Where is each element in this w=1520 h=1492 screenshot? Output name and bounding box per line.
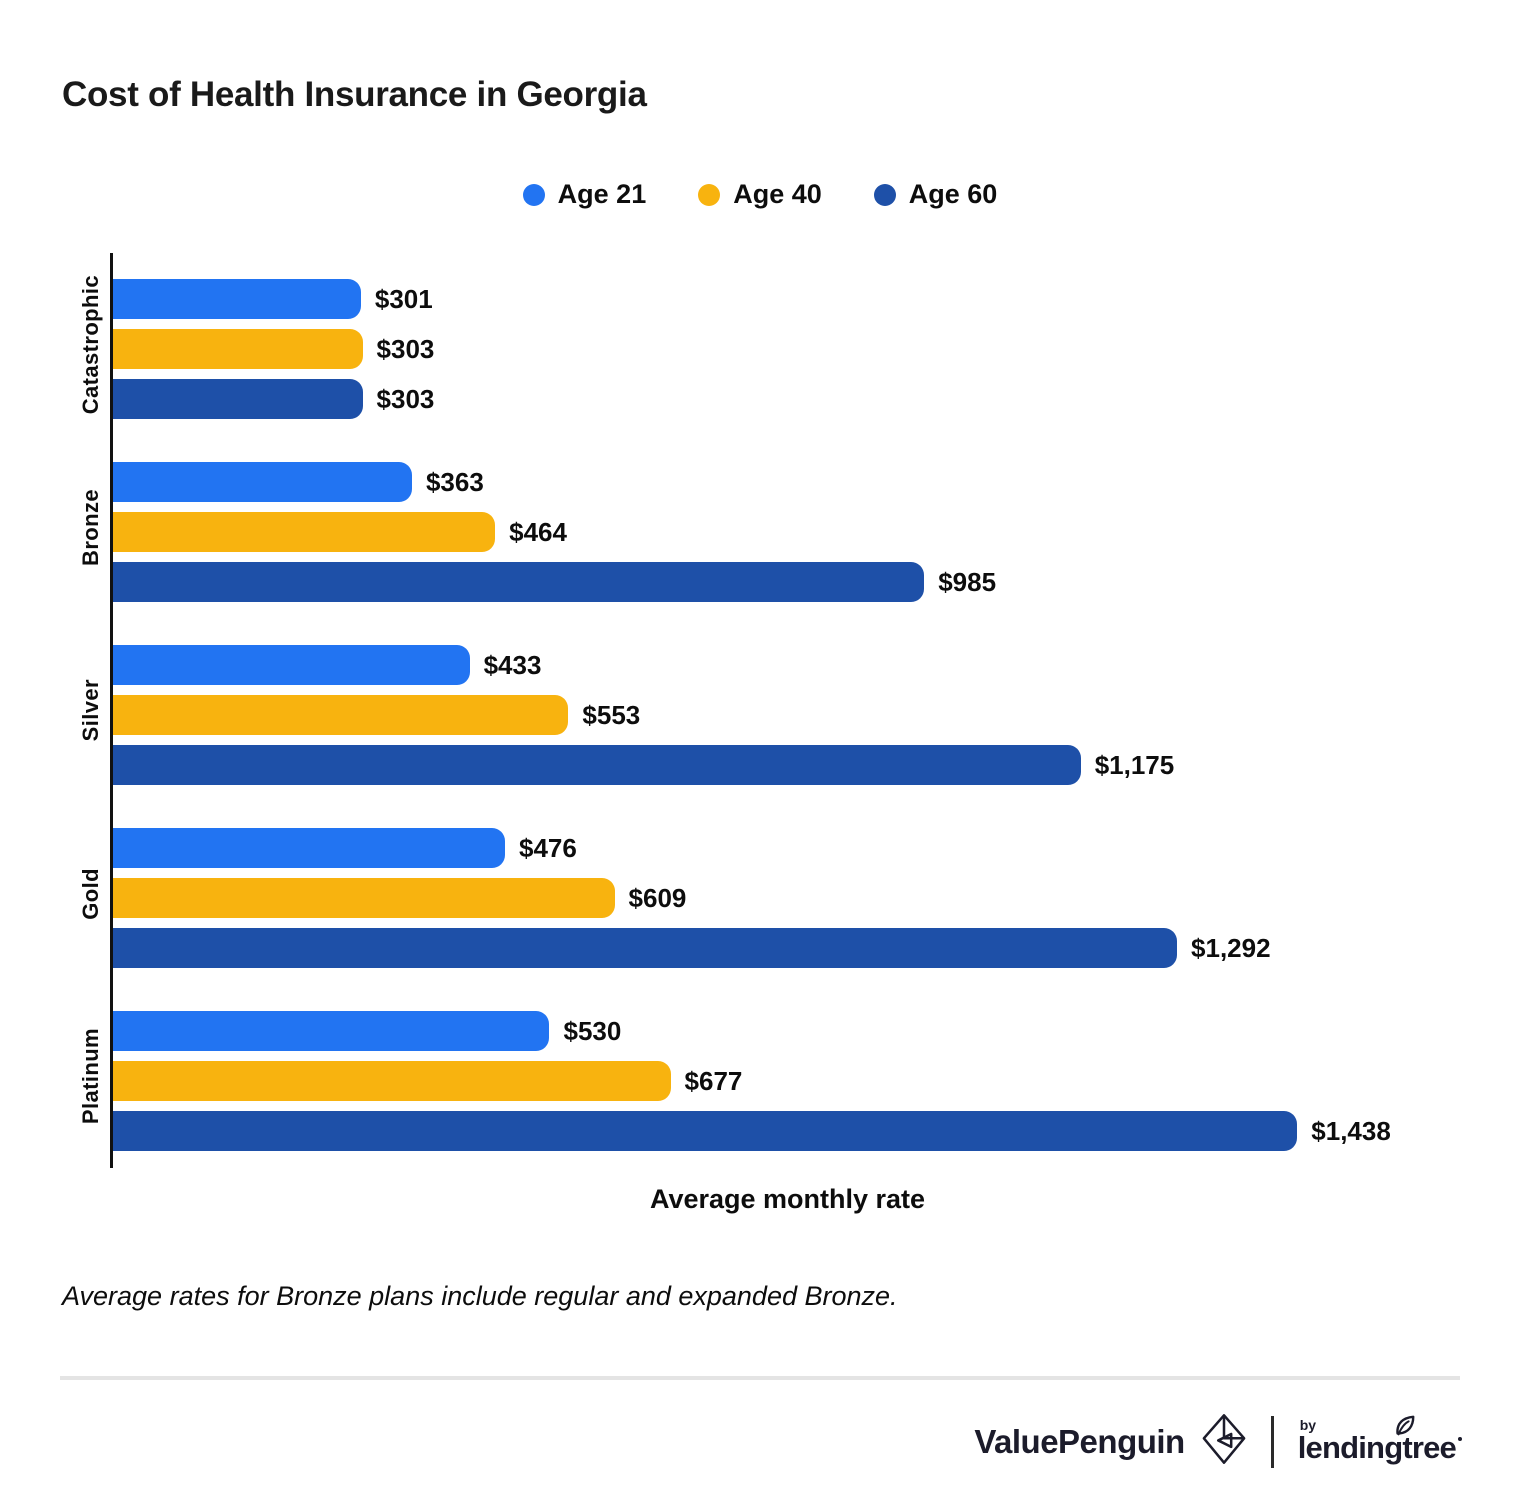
plot-groups: Catastrophic $301 $303 $303 Bronze $363 $464 $9… — [78, 253, 1462, 1168]
bar-value-label: $677 — [684, 1065, 743, 1096]
bar-row: $363 — [113, 462, 1462, 502]
legend-item-age-40: Age 40 — [698, 179, 822, 210]
x-axis-label: Average monthly rate — [649, 1184, 926, 1214]
bar-row: $303 — [113, 379, 1462, 419]
chart-title: Cost of Health Insurance in Georgia — [62, 75, 647, 114]
bar-value-label: $464 — [509, 516, 567, 547]
bar-age-60-catastrophic — [113, 379, 363, 419]
lendingtree-by-label: by — [1299, 1416, 1317, 1433]
bar-group-platinum: Platinum $530 $677 $1,438 — [78, 985, 1462, 1168]
y-axis-line — [110, 253, 113, 1168]
bar-row: $301 — [113, 279, 1462, 319]
valuepenguin-wordmark: ValuePenguin — [974, 1422, 1185, 1460]
bar-row: $433 — [113, 645, 1462, 685]
category-label-catastrophic: Catastrophic — [0, 253, 104, 436]
bar-value-label: $363 — [425, 466, 484, 497]
bar-age-60-gold — [113, 928, 1178, 968]
footnote: Average rates for Bronze plans include r… — [62, 1281, 898, 1311]
bar-age-21-silver — [113, 645, 470, 685]
bar-row: $1,438 — [113, 1111, 1462, 1151]
bar-row: $1,175 — [113, 745, 1462, 785]
legend-dot-icon — [522, 183, 545, 206]
category-label-text: Platinum — [78, 1028, 103, 1125]
trademark-dot — [1458, 1436, 1462, 1441]
bar-row: $553 — [113, 695, 1462, 735]
bar-group-gold: Gold $476 $609 $1,292 — [78, 802, 1462, 985]
lendingtree-leaf-icon — [1392, 1414, 1416, 1443]
bar-value-label: $303 — [376, 383, 435, 414]
bar-value-label: $476 — [519, 832, 577, 863]
bar-row: $476 — [113, 828, 1462, 868]
legend-dot-icon — [873, 183, 896, 206]
bar-chart: Catastrophic $301 $303 $303 Bronze $363 $464 $9… — [0, 253, 1520, 1168]
bar-age-60-platinum — [113, 1111, 1298, 1151]
bar-age-21-bronze — [113, 462, 412, 502]
category-label-gold: Gold — [0, 802, 104, 985]
bar-value-label: $1,438 — [1311, 1115, 1391, 1146]
bar-value-label: $433 — [483, 649, 542, 680]
lendingtree-logo: by lendingtree — [1297, 1415, 1462, 1465]
legend-item-age-60: Age 60 — [873, 179, 998, 210]
valuepenguin-diamond-icon — [1201, 1412, 1247, 1471]
bar-value-label: $609 — [628, 882, 687, 913]
category-label-silver: Silver — [0, 619, 104, 802]
bar-value-label: $301 — [374, 283, 433, 314]
bar-row: $1,292 — [113, 928, 1462, 968]
bar-age-40-bronze — [113, 512, 496, 552]
bar-row: $530 — [113, 1011, 1462, 1051]
bar-age-60-bronze — [113, 562, 925, 602]
bar-value-label: $303 — [376, 333, 435, 364]
category-label-text: Gold — [78, 867, 103, 920]
legend-item-age-21: Age 21 — [522, 179, 647, 210]
bar-group-bronze: Bronze $363 $464 $985 — [78, 436, 1462, 619]
bar-age-21-platinum — [113, 1011, 550, 1051]
bar-row: $985 — [113, 562, 1462, 602]
category-label-text: Bronze — [78, 489, 103, 566]
legend-dot-icon — [698, 183, 721, 206]
bar-row: $303 — [113, 329, 1462, 369]
bar-age-40-gold — [113, 878, 615, 918]
footer-branding: ValuePenguin by lendingtree — [0, 1412, 1462, 1471]
legend-label: Age 40 — [733, 179, 822, 209]
brand-separator — [1270, 1415, 1274, 1468]
bar-age-40-catastrophic — [113, 329, 363, 369]
bar-value-label: $553 — [582, 699, 641, 730]
bar-age-60-silver — [113, 745, 1081, 785]
bar-age-21-catastrophic — [113, 279, 361, 319]
bar-value-label: $985 — [938, 566, 997, 597]
category-label-text: Catastrophic — [78, 274, 103, 415]
legend-label: Age 60 — [908, 179, 998, 209]
bar-value-label: $1,292 — [1191, 932, 1271, 963]
bar-row: $609 — [113, 878, 1462, 918]
bar-row: $464 — [113, 512, 1462, 552]
category-label-text: Silver — [78, 679, 103, 742]
bar-group-silver: Silver $433 $553 $1,175 — [78, 619, 1462, 802]
footer-divider — [60, 1376, 1460, 1380]
bar-group-catastrophic: Catastrophic $301 $303 $303 — [78, 253, 1462, 436]
bar-age-40-silver — [113, 695, 569, 735]
bar-age-21-gold — [113, 828, 506, 868]
bar-row: $677 — [113, 1061, 1462, 1101]
category-label-bronze: Bronze — [0, 436, 104, 619]
lendingtree-wordmark: lendingtree — [1297, 1429, 1457, 1465]
bar-age-40-platinum — [113, 1061, 671, 1101]
legend: Age 21 Age 40 Age 60 — [0, 179, 1520, 210]
bar-value-label: $1,175 — [1094, 749, 1175, 780]
valuepenguin-logo: ValuePenguin — [974, 1412, 1246, 1471]
category-label-platinum: Platinum — [0, 985, 104, 1168]
bar-value-label: $530 — [563, 1015, 622, 1046]
legend-label: Age 21 — [557, 179, 647, 209]
